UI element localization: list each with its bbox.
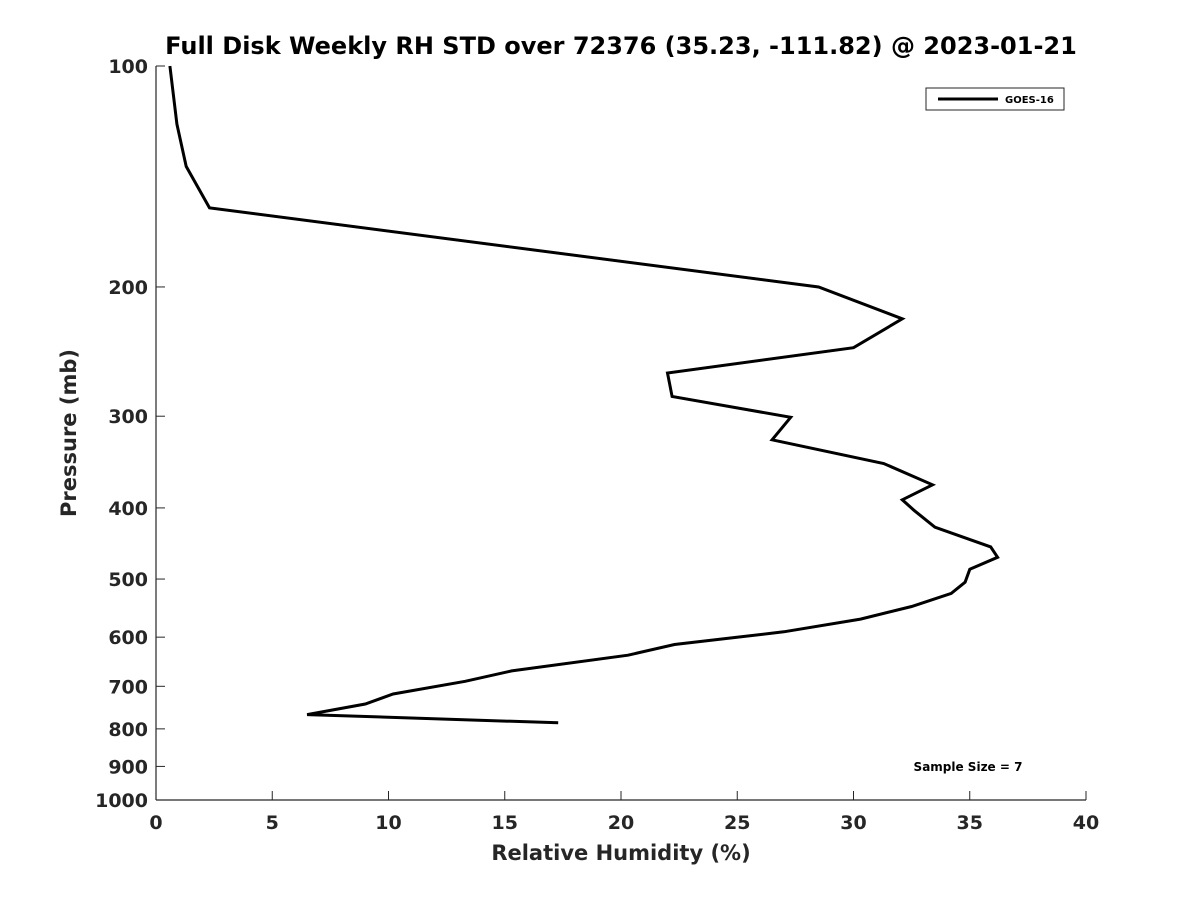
x-tick-label: 40: [1073, 812, 1099, 834]
y-tick-label: 100: [108, 56, 148, 78]
y-tick-label: 900: [108, 756, 148, 778]
x-tick-label: 25: [724, 812, 750, 834]
x-tick-label: 0: [149, 812, 162, 834]
chart-title: Full Disk Weekly RH STD over 72376 (35.2…: [165, 32, 1077, 60]
sample-size-annotation: Sample Size = 7: [914, 760, 1023, 774]
x-tick-label: 35: [957, 812, 983, 834]
x-axis-label: Relative Humidity (%): [491, 841, 750, 865]
x-tick-label: 15: [492, 812, 518, 834]
x-tick-label: 10: [375, 812, 401, 834]
y-tick-label: 1000: [95, 790, 148, 812]
series-layer: [168, 65, 1000, 725]
x-ticks: 0 5 10 15 20 25 30 35 40: [149, 791, 1099, 834]
y-tick-label: 400: [108, 498, 148, 520]
y-tick-label: 200: [108, 277, 148, 299]
y-tick-label: 700: [108, 676, 148, 698]
axes: [155, 66, 1086, 801]
y-tick-label: 300: [108, 406, 148, 428]
legend-label-goes-16: GOES-16: [1005, 95, 1054, 106]
legend: GOES-16: [925, 87, 1065, 111]
x-tick-label: 5: [266, 812, 279, 834]
x-tick-label: 20: [608, 812, 634, 834]
y-tick-label: 800: [108, 719, 148, 741]
y-ticks: 100 200 300 400 500 600 700 800 900 1000: [95, 56, 165, 812]
y-axis-label: Pressure (mb): [57, 349, 81, 517]
y-tick-label: 500: [108, 569, 148, 591]
x-tick-label: 30: [840, 812, 866, 834]
y-tick-label: 600: [108, 627, 148, 649]
series-line-goes-16: [168, 65, 1000, 725]
